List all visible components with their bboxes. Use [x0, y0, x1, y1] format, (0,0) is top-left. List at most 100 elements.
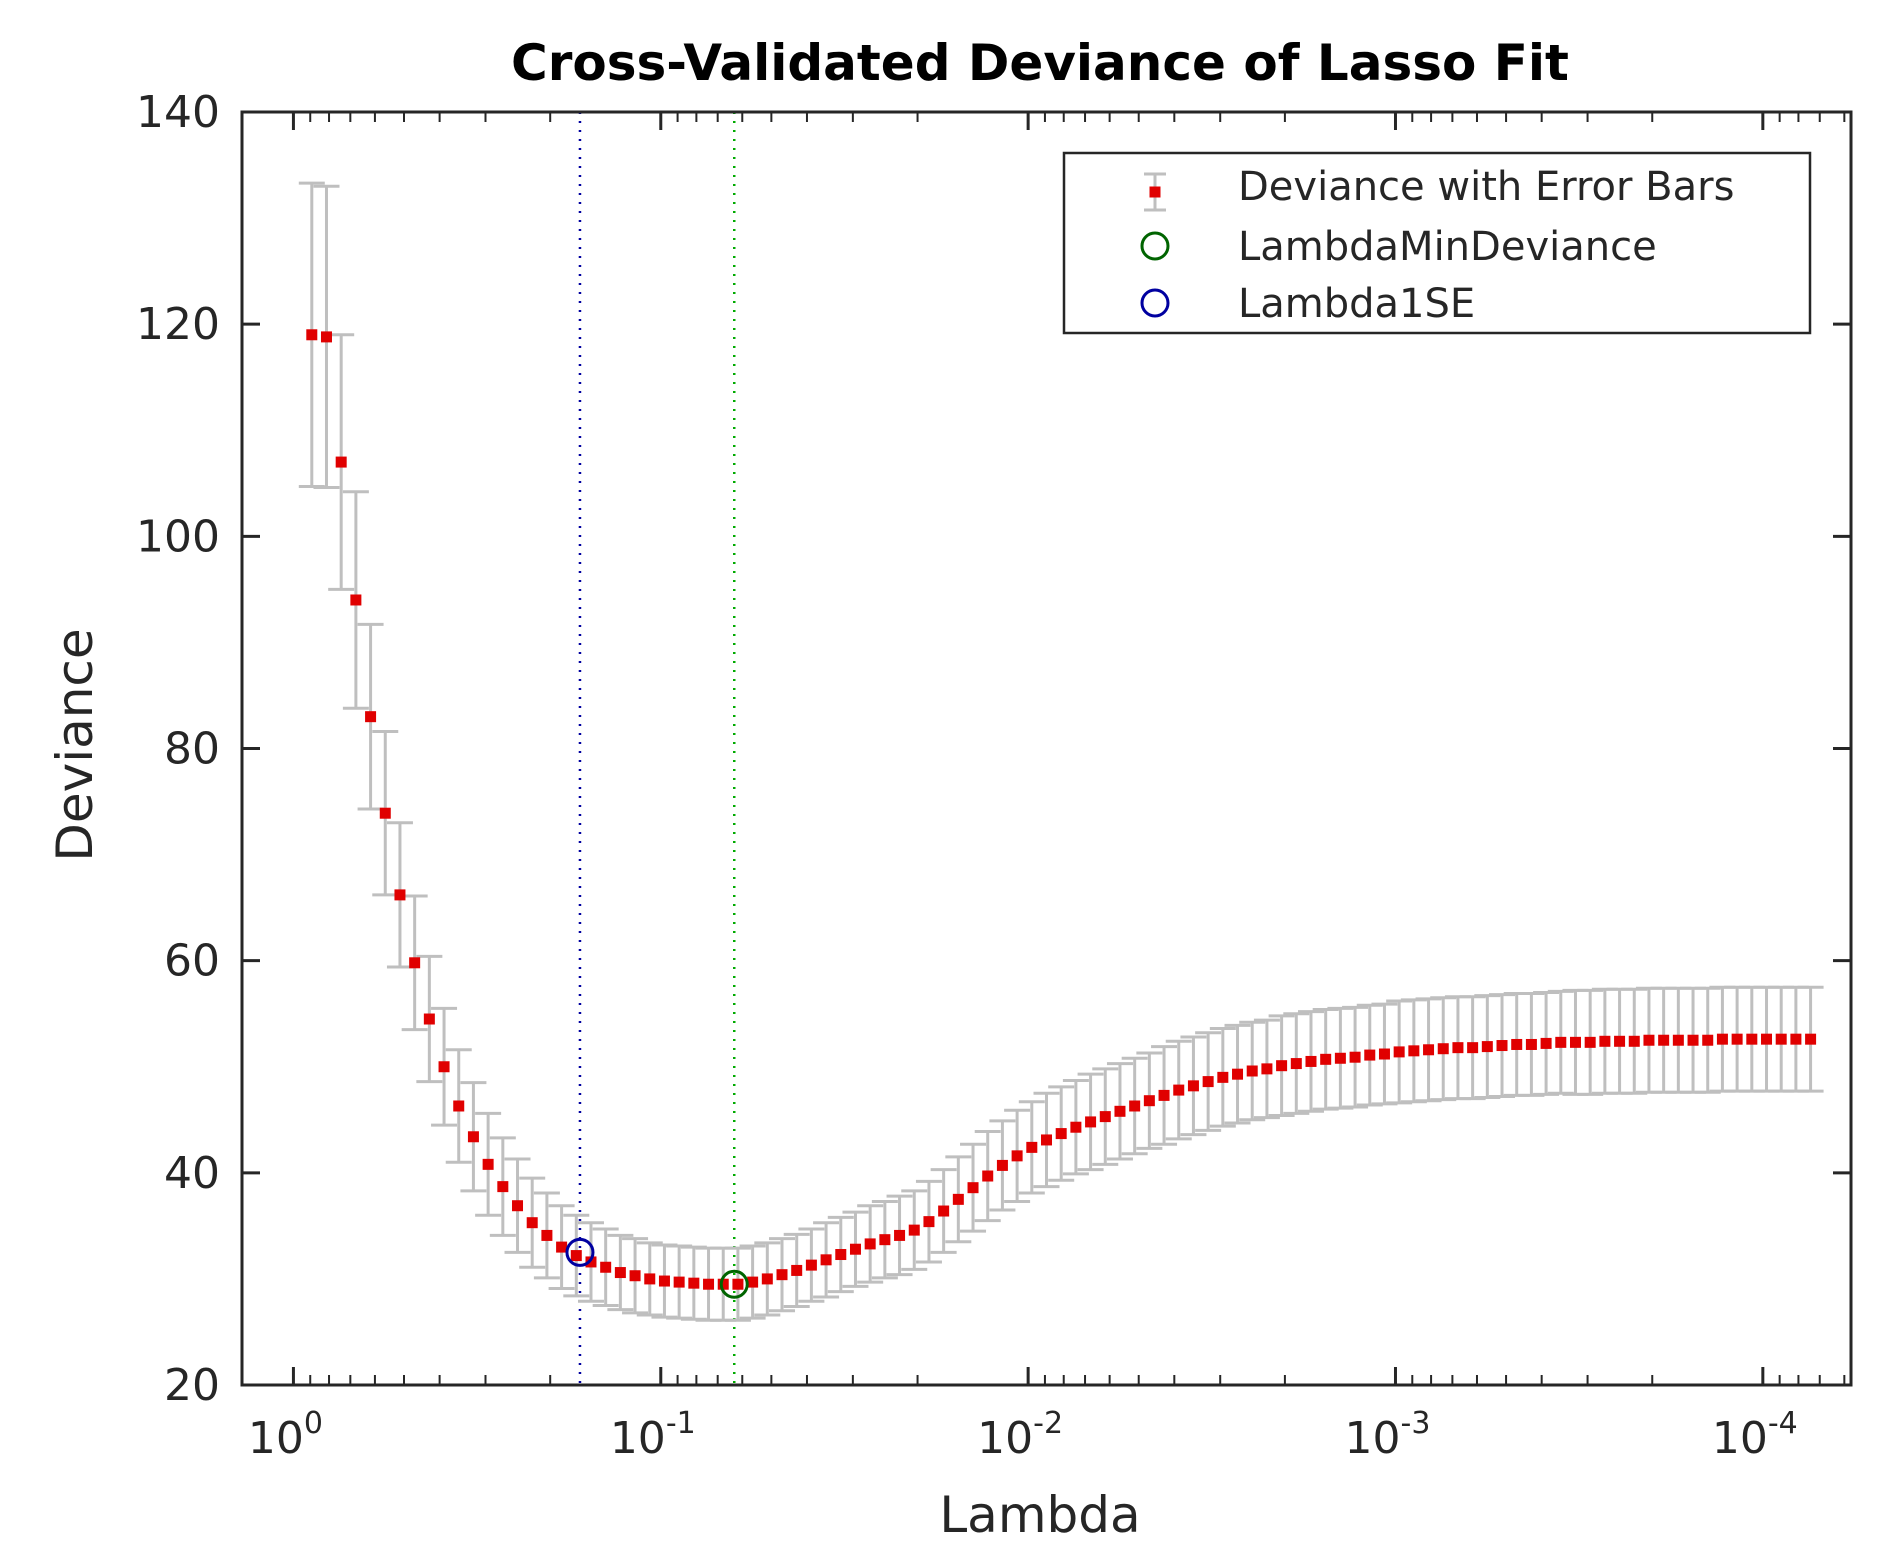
deviance-point — [453, 1100, 465, 1112]
deviance-point — [1202, 1076, 1214, 1088]
deviance-point — [600, 1261, 612, 1273]
deviance-point — [1085, 1116, 1097, 1128]
lambda-min-marker — [719, 1269, 749, 1299]
deviance-point — [306, 329, 318, 341]
deviance-point — [1628, 1035, 1640, 1047]
deviance-point — [864, 1238, 876, 1250]
deviance-point — [1569, 1036, 1581, 1048]
deviance-point — [467, 1131, 479, 1143]
deviance-point — [320, 331, 332, 343]
deviance-point — [996, 1159, 1008, 1171]
deviance-point — [1437, 1043, 1449, 1055]
chart-title: Cross-Validated Deviance of Lasso Fit — [511, 34, 1569, 92]
y-tick-label: 60 — [164, 936, 220, 987]
deviance-point — [1658, 1034, 1670, 1046]
deviance-point — [1290, 1058, 1302, 1070]
deviance-point — [1364, 1049, 1376, 1061]
deviance-point — [1702, 1034, 1714, 1046]
deviance-point — [570, 1250, 582, 1262]
deviance-point — [923, 1216, 935, 1228]
deviance-point — [1716, 1033, 1728, 1045]
deviance-point — [1158, 1089, 1170, 1101]
deviance-point — [335, 456, 347, 468]
deviance-point — [629, 1270, 641, 1282]
deviance-point — [1276, 1060, 1288, 1072]
deviance-point — [688, 1277, 700, 1289]
deviance-point — [1511, 1038, 1523, 1050]
deviance-point — [1011, 1150, 1023, 1162]
legend-icon-lambda-min — [1140, 231, 1170, 261]
x-tick-label: 10-4 — [1712, 1406, 1798, 1464]
deviance-point — [1761, 1033, 1773, 1045]
legend: Deviance with Error Bars LambdaMinDevian… — [1062, 151, 1812, 335]
highlight-markers — [565, 1237, 749, 1299]
lambda-1se-marker — [565, 1237, 595, 1267]
deviance-point — [526, 1217, 538, 1229]
deviance-point — [703, 1278, 715, 1290]
y-tick-label: 120 — [136, 299, 220, 350]
legend-icon-lambda-1se — [1140, 288, 1170, 318]
deviance-point — [805, 1259, 817, 1271]
deviance-point — [365, 711, 377, 723]
legend-label-lambda-1se: Lambda1SE — [1238, 281, 1475, 327]
deviance-point — [614, 1267, 626, 1279]
deviance-point — [1041, 1134, 1052, 1146]
deviance-point — [1129, 1100, 1141, 1112]
deviance-point — [1672, 1034, 1684, 1046]
deviance-point — [644, 1273, 656, 1285]
deviance-point — [1805, 1033, 1817, 1045]
deviance-point — [409, 957, 421, 969]
deviance-point — [732, 1278, 744, 1290]
deviance-point — [1070, 1121, 1082, 1133]
deviance-point — [1452, 1042, 1464, 1054]
legend-label-lambda-min: LambdaMinDeviance — [1238, 224, 1657, 270]
deviance-point — [423, 1013, 435, 1025]
deviance-point — [556, 1241, 568, 1253]
deviance-point — [1643, 1034, 1655, 1046]
deviance-point — [747, 1276, 759, 1288]
deviance-point — [1217, 1071, 1229, 1083]
y-tick-label: 80 — [164, 724, 220, 775]
deviance-point — [658, 1275, 670, 1287]
deviance-point — [1393, 1046, 1405, 1058]
deviance-point — [497, 1181, 509, 1193]
axis-ticks: 20 40 60 80 100 120 140 100 10-1 10-2 10-3 10-4 — [136, 87, 1851, 1464]
deviance-point — [761, 1273, 773, 1285]
deviance-point — [1687, 1034, 1699, 1046]
deviance-point — [967, 1182, 979, 1194]
deviance-point — [1143, 1095, 1155, 1107]
deviance-point — [1540, 1037, 1552, 1049]
deviance-point — [1114, 1105, 1126, 1117]
x-tick-label: 10-1 — [610, 1406, 696, 1464]
deviance-point — [1775, 1033, 1787, 1045]
deviance-point — [820, 1254, 832, 1266]
deviance-point — [1026, 1141, 1038, 1153]
deviance-point — [849, 1243, 861, 1255]
deviance-point — [908, 1224, 920, 1236]
deviance-point — [717, 1278, 729, 1290]
deviance-point — [1305, 1055, 1317, 1067]
deviance-points — [306, 329, 1817, 1290]
legend-point — [1149, 186, 1161, 198]
deviance-point — [1349, 1051, 1361, 1063]
deviance-point — [1099, 1111, 1111, 1123]
deviance-point — [394, 889, 406, 901]
deviance-point — [1467, 1042, 1479, 1054]
deviance-point — [879, 1234, 891, 1246]
deviance-point — [1246, 1065, 1258, 1077]
x-tick-label: 100 — [248, 1406, 323, 1464]
deviance-point — [1408, 1045, 1420, 1057]
deviance-point — [776, 1269, 788, 1281]
legend-label-deviance: Deviance with Error Bars — [1238, 164, 1734, 210]
deviance-point — [1555, 1036, 1567, 1048]
deviance-point — [1746, 1033, 1758, 1045]
deviance-point — [1731, 1033, 1743, 1045]
deviance-point — [1187, 1080, 1199, 1092]
x-tick-label: 10-3 — [1345, 1406, 1431, 1464]
y-axis-label: Deviance — [46, 628, 104, 861]
deviance-point — [952, 1193, 964, 1205]
deviance-point — [1334, 1052, 1346, 1064]
y-tick-label: 40 — [164, 1148, 220, 1199]
